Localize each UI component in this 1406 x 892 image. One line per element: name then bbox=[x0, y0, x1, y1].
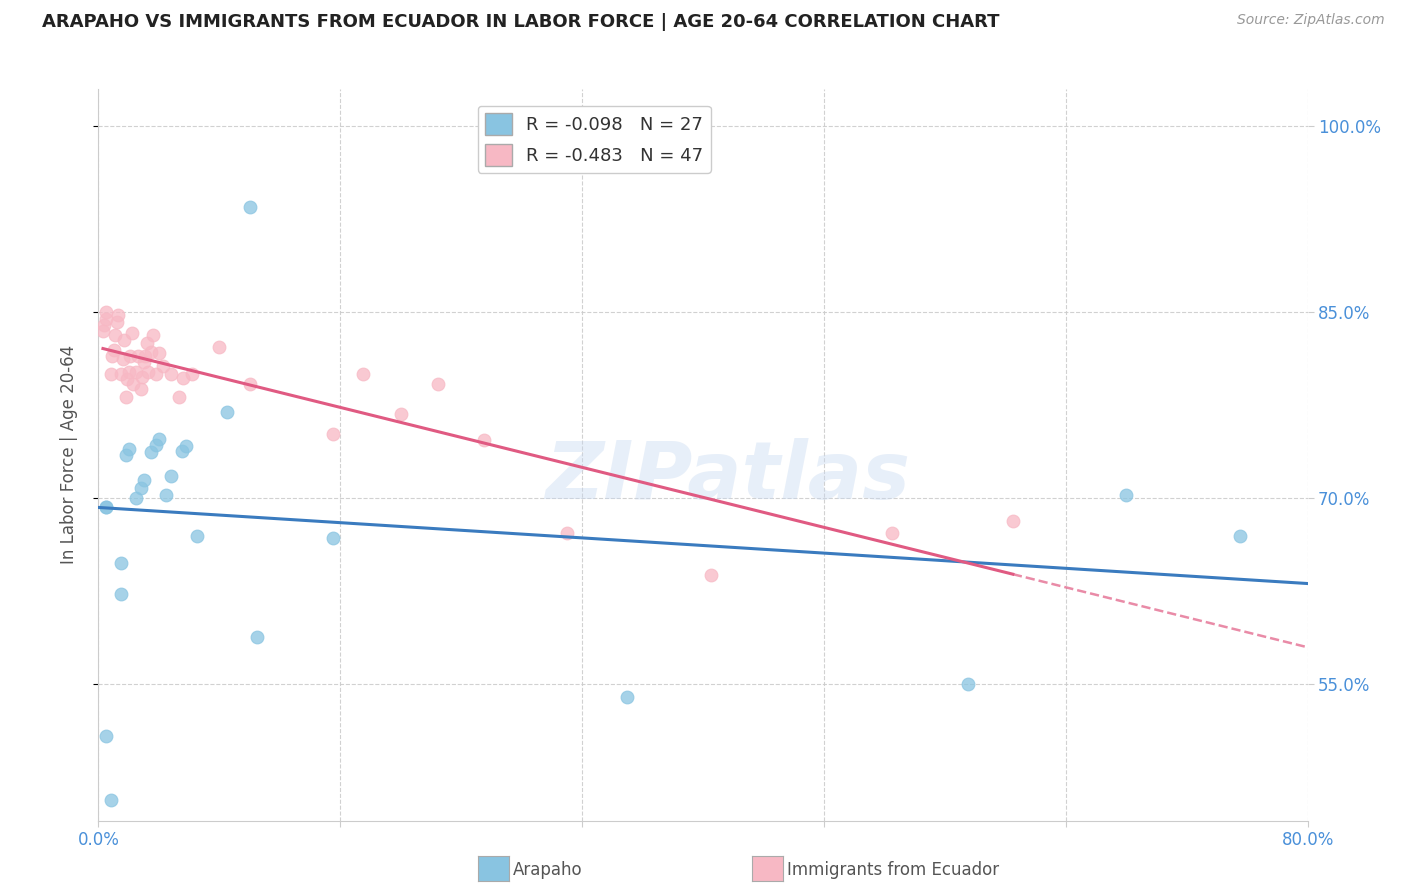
Point bbox=[208, 340, 231, 354]
Point bbox=[118, 365, 141, 379]
Text: Arapaho: Arapaho bbox=[513, 861, 583, 879]
Point bbox=[172, 371, 194, 385]
Point bbox=[125, 491, 148, 506]
Point bbox=[616, 690, 638, 704]
Point bbox=[115, 372, 138, 386]
Point bbox=[155, 487, 177, 501]
Point bbox=[91, 324, 114, 338]
Point bbox=[136, 365, 159, 379]
Point bbox=[100, 792, 122, 806]
Point bbox=[472, 433, 495, 447]
Point bbox=[118, 442, 141, 456]
Point bbox=[186, 528, 208, 542]
Point bbox=[322, 426, 344, 441]
Point bbox=[239, 200, 262, 214]
Point bbox=[145, 438, 167, 452]
Point bbox=[322, 531, 344, 545]
Point bbox=[148, 432, 170, 446]
Point bbox=[152, 359, 174, 373]
Point bbox=[135, 336, 157, 351]
Legend: R = -0.098   N = 27, R = -0.483   N = 47: R = -0.098 N = 27, R = -0.483 N = 47 bbox=[478, 105, 710, 173]
Point bbox=[167, 390, 190, 404]
Point bbox=[148, 346, 170, 360]
Point bbox=[389, 407, 412, 421]
Point bbox=[956, 677, 979, 691]
Point bbox=[94, 311, 117, 326]
Point bbox=[142, 327, 165, 342]
Point bbox=[105, 315, 128, 329]
Point bbox=[114, 390, 136, 404]
Text: ZIPatlas: ZIPatlas bbox=[544, 438, 910, 516]
Point bbox=[125, 365, 148, 379]
Point bbox=[880, 526, 903, 541]
Point bbox=[1001, 514, 1024, 528]
Point bbox=[131, 369, 153, 384]
Point bbox=[104, 327, 127, 342]
Point bbox=[427, 377, 450, 392]
Point bbox=[181, 368, 204, 382]
Point bbox=[239, 377, 262, 392]
Point bbox=[112, 333, 135, 347]
Point bbox=[132, 473, 155, 487]
Point bbox=[555, 526, 578, 541]
Point bbox=[101, 349, 124, 363]
Point bbox=[107, 308, 129, 322]
Point bbox=[160, 368, 183, 382]
Point bbox=[1115, 487, 1137, 501]
Point bbox=[111, 352, 134, 367]
Point bbox=[699, 568, 721, 582]
Point bbox=[132, 355, 155, 369]
Point bbox=[120, 349, 142, 363]
Point bbox=[1229, 528, 1251, 542]
Point bbox=[93, 318, 115, 332]
Point bbox=[94, 729, 117, 743]
Y-axis label: In Labor Force | Age 20-64: In Labor Force | Age 20-64 bbox=[59, 345, 77, 565]
Point bbox=[134, 349, 156, 363]
Text: Immigrants from Ecuador: Immigrants from Ecuador bbox=[787, 861, 1000, 879]
Point bbox=[127, 349, 149, 363]
Point bbox=[94, 500, 117, 514]
Point bbox=[94, 500, 117, 514]
Point bbox=[160, 469, 183, 483]
Point bbox=[103, 343, 125, 357]
Point bbox=[100, 368, 122, 382]
Point bbox=[110, 587, 132, 601]
Point bbox=[129, 382, 152, 396]
Point bbox=[94, 305, 117, 319]
Point bbox=[246, 630, 269, 644]
Point bbox=[114, 448, 136, 462]
Point bbox=[129, 482, 152, 496]
Text: Source: ZipAtlas.com: Source: ZipAtlas.com bbox=[1237, 13, 1385, 28]
Text: ARAPAHO VS IMMIGRANTS FROM ECUADOR IN LABOR FORCE | AGE 20-64 CORRELATION CHART: ARAPAHO VS IMMIGRANTS FROM ECUADOR IN LA… bbox=[42, 13, 1000, 31]
Point bbox=[141, 445, 163, 459]
Point bbox=[141, 345, 163, 359]
Point bbox=[121, 326, 143, 341]
Point bbox=[352, 368, 374, 382]
Point bbox=[174, 439, 197, 453]
Point bbox=[110, 556, 132, 570]
Point bbox=[110, 368, 132, 382]
Point bbox=[145, 368, 167, 382]
Point bbox=[170, 444, 193, 458]
Point bbox=[215, 404, 238, 418]
Point bbox=[122, 377, 145, 392]
